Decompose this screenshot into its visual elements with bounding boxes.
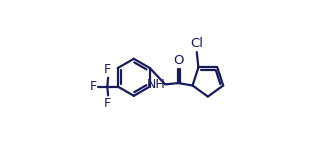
Text: Cl: Cl xyxy=(190,37,203,50)
Text: F: F xyxy=(104,63,111,76)
Text: F: F xyxy=(89,80,97,93)
Text: O: O xyxy=(174,54,184,67)
Text: NH: NH xyxy=(147,78,165,91)
Text: F: F xyxy=(104,97,111,110)
